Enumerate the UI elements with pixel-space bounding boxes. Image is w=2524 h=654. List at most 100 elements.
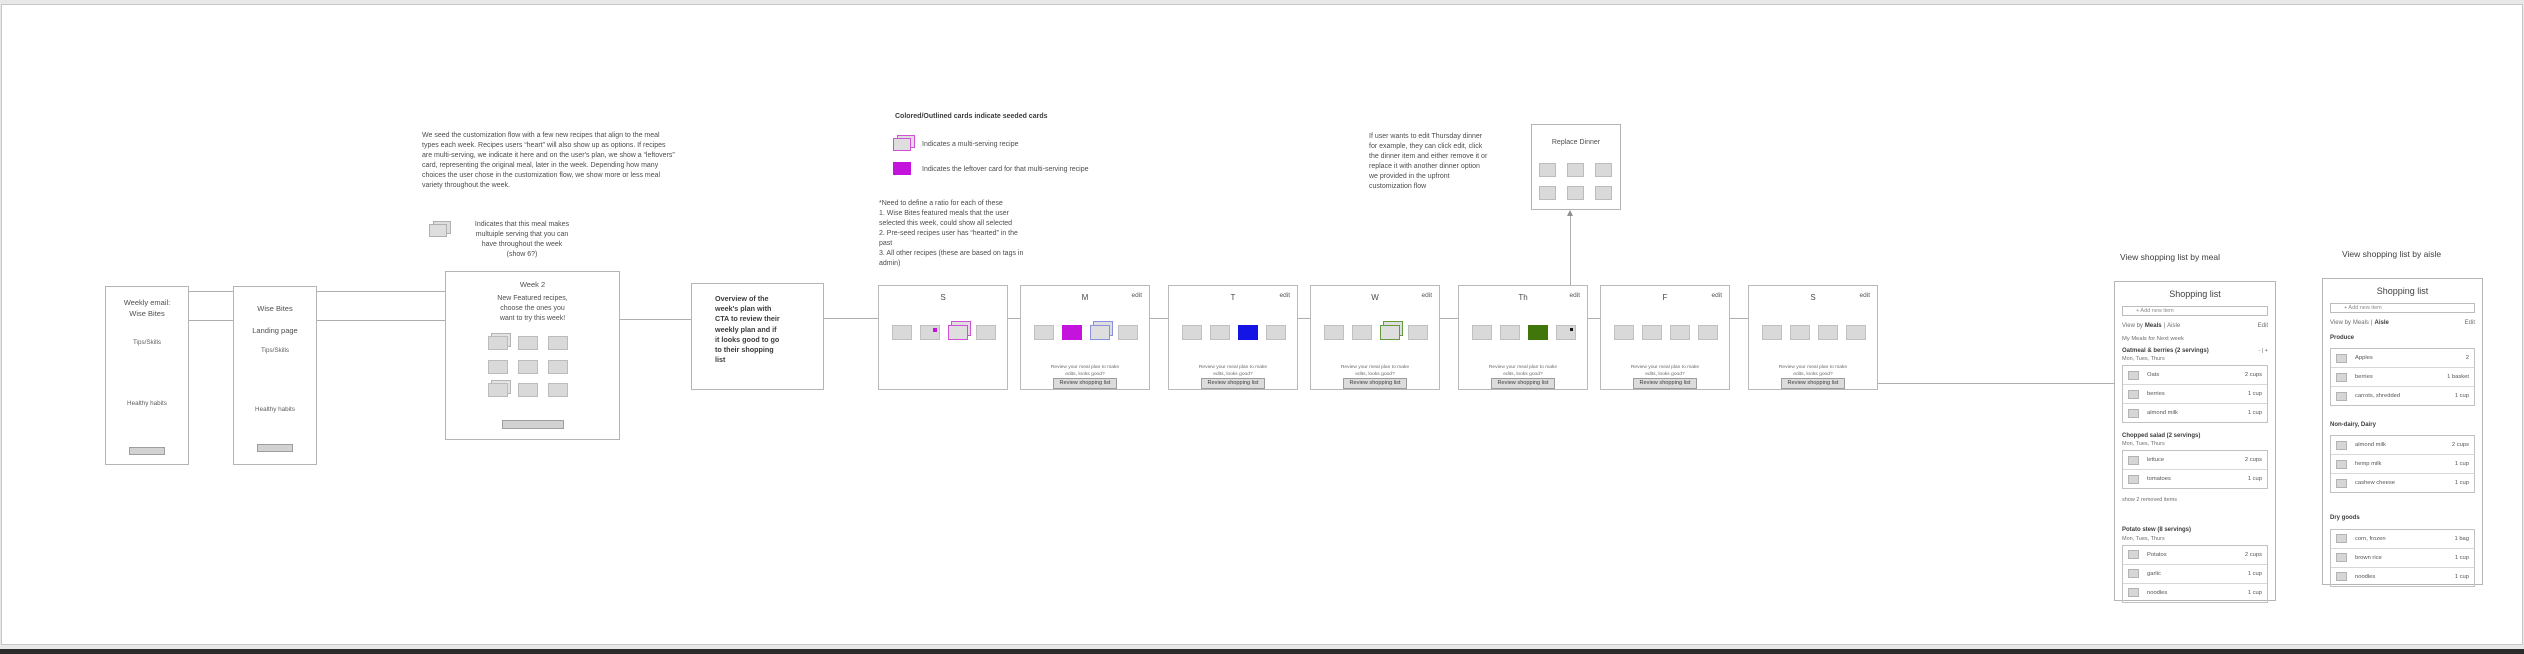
meal-card-multi-serving-magenta[interactable] [948, 321, 971, 340]
edit-link[interactable]: edit [1421, 292, 1432, 299]
day-label: Th [1518, 293, 1528, 302]
add-new-item-input[interactable] [2122, 306, 2268, 316]
dinner-option-card[interactable] [1567, 186, 1584, 200]
review-shopping-list-button[interactable]: Review shopping list [1633, 378, 1697, 389]
section-header: Oatmeal & berries (2 servings) - | + [2122, 348, 2268, 355]
item-checkbox[interactable] [2336, 372, 2347, 382]
edit-link[interactable]: Edit [2464, 320, 2475, 326]
dinner-option-card[interactable] [1595, 186, 1612, 200]
meal-card[interactable] [1210, 325, 1230, 340]
meal-card-leftover-magenta[interactable] [1062, 325, 1082, 340]
edit-link[interactable]: edit [1279, 292, 1290, 299]
recipe-card[interactable] [518, 360, 538, 374]
edit-link[interactable]: Edit [2257, 323, 2268, 329]
show-removed-items-link[interactable]: show 2 removed items [2122, 497, 2178, 504]
review-shopping-list-button[interactable]: Review shopping list [1781, 378, 1845, 389]
meal-card[interactable] [1614, 325, 1634, 340]
item-checkbox[interactable] [2336, 459, 2347, 469]
meal-card[interactable] [1790, 325, 1810, 340]
meal-card[interactable] [1818, 325, 1838, 340]
item-checkbox[interactable] [2336, 534, 2347, 544]
meal-card[interactable] [1556, 325, 1576, 340]
meal-card[interactable] [920, 325, 940, 340]
item-checkbox[interactable] [2128, 474, 2139, 484]
shopping-sections: Produce Apples 2 berries 1 basket carrots, sh… [2330, 335, 2475, 587]
edit-link[interactable]: edit [1859, 292, 1870, 299]
recipe-card-multi-serving[interactable] [488, 383, 508, 397]
item-checkbox[interactable] [2128, 370, 2139, 380]
recipe-card[interactable] [488, 360, 508, 374]
section-header: Potato stew (8 servings) [2122, 527, 2268, 534]
recipe-card[interactable] [548, 336, 568, 350]
meal-card[interactable] [892, 325, 912, 340]
week2-confirm-button[interactable] [501, 420, 564, 429]
view-by-meals-toggle[interactable]: Meals [2144, 323, 2162, 329]
add-new-item-input[interactable] [2330, 303, 2475, 313]
edit-link[interactable]: edit [1569, 292, 1580, 299]
meal-card[interactable] [1846, 325, 1866, 340]
item-checkbox[interactable] [2128, 455, 2139, 465]
review-shopping-list-button[interactable]: Review shopping list [1201, 378, 1265, 389]
day-label: W [1371, 293, 1379, 302]
review-shopping-list-button[interactable]: Review shopping list [1491, 378, 1555, 389]
item-checkbox[interactable] [2336, 353, 2347, 363]
meal-card[interactable] [1762, 325, 1782, 340]
shopping-item-row: almond milk 1 cup [2123, 403, 2267, 422]
item-checkbox[interactable] [2128, 550, 2139, 560]
meal-card[interactable] [1352, 325, 1372, 340]
meal-card-seeded-green[interactable] [1528, 325, 1548, 340]
item-checkbox[interactable] [2336, 478, 2347, 488]
meal-card[interactable] [1670, 325, 1690, 340]
email-cta-button[interactable] [129, 447, 165, 455]
edit-link[interactable]: edit [1711, 292, 1722, 299]
shopping-section: Chopped salad (2 servings) Mon, Tues, Thu… [2122, 433, 2268, 503]
item-checkbox[interactable] [2128, 569, 2139, 579]
meal-card[interactable] [1642, 325, 1662, 340]
serving-stepper[interactable]: - | + [2258, 348, 2268, 354]
item-checkbox[interactable] [2128, 408, 2139, 418]
connector-line [1150, 318, 1168, 319]
meal-card[interactable] [1472, 325, 1492, 340]
meal-card[interactable] [1698, 325, 1718, 340]
recipe-card[interactable] [548, 383, 568, 397]
review-shopping-list-button[interactable]: Review shopping list [1053, 378, 1117, 389]
recipe-card[interactable] [548, 360, 568, 374]
connector-line [187, 291, 233, 292]
meal-card[interactable] [1408, 325, 1428, 340]
recipe-card[interactable] [518, 383, 538, 397]
item-name: Apples [2355, 355, 2373, 362]
dinner-option-card[interactable] [1539, 163, 1556, 177]
meal-card-seeded-blue[interactable] [1238, 325, 1258, 340]
meal-card-multi-serving-blue[interactable] [1090, 321, 1113, 340]
dinner-option-card[interactable] [1539, 186, 1556, 200]
shopping-item-row: noodles 1 cup [2123, 582, 2267, 602]
item-checkbox[interactable] [2336, 440, 2347, 450]
item-checkbox[interactable] [2128, 588, 2139, 598]
shopping-item-row: garlic 1 cup [2123, 563, 2267, 583]
item-checkbox[interactable] [2336, 553, 2347, 563]
meal-card[interactable] [1266, 325, 1286, 340]
recipe-card-multi-serving[interactable] [488, 336, 508, 350]
meal-card[interactable] [1324, 325, 1344, 340]
item-quantity: 2 cups [2244, 372, 2262, 379]
stacked-card-front [948, 325, 968, 340]
meal-card[interactable] [1500, 325, 1520, 340]
meal-card[interactable] [1118, 325, 1138, 340]
meal-card[interactable] [976, 325, 996, 340]
dinner-option-card[interactable] [1567, 163, 1584, 177]
meal-card-multi-serving-green[interactable] [1380, 321, 1403, 340]
meal-card[interactable] [1182, 325, 1202, 340]
landing-cta-button[interactable] [257, 444, 293, 452]
view-by-meals-toggle[interactable]: Meals [2352, 320, 2369, 326]
review-shopping-list-button[interactable]: Review shopping list [1343, 378, 1407, 389]
item-checkbox[interactable] [2128, 389, 2139, 399]
item-checkbox[interactable] [2336, 391, 2347, 401]
view-by-aisle-toggle[interactable]: Aisle [2167, 323, 2181, 329]
edit-link[interactable]: edit [1131, 292, 1142, 299]
dinner-option-card[interactable] [1595, 163, 1612, 177]
view-by-aisle-toggle[interactable]: Aisle [2374, 320, 2389, 326]
meal-card[interactable] [1034, 325, 1054, 340]
item-checkbox[interactable] [2336, 572, 2347, 582]
recipe-card[interactable] [518, 336, 538, 350]
